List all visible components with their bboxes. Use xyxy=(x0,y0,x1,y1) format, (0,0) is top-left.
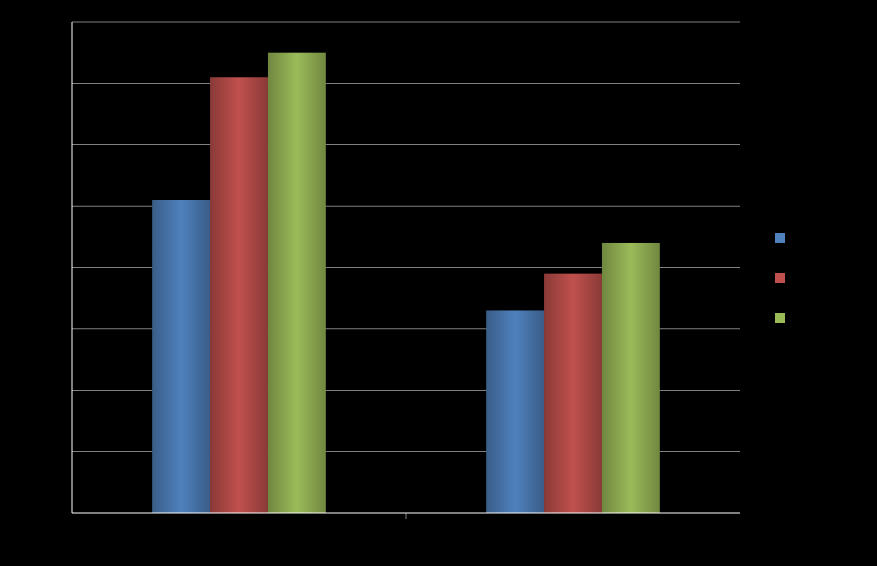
bar xyxy=(602,243,660,513)
legend-marker xyxy=(775,313,785,323)
legend-marker xyxy=(775,273,785,283)
bar xyxy=(544,274,602,513)
bar-chart xyxy=(0,0,877,566)
legend-marker xyxy=(775,233,785,243)
chart-container xyxy=(0,0,877,566)
bar xyxy=(268,53,326,513)
bar xyxy=(152,200,210,513)
chart-background xyxy=(0,0,877,566)
bar xyxy=(486,310,544,513)
bar xyxy=(210,77,268,513)
